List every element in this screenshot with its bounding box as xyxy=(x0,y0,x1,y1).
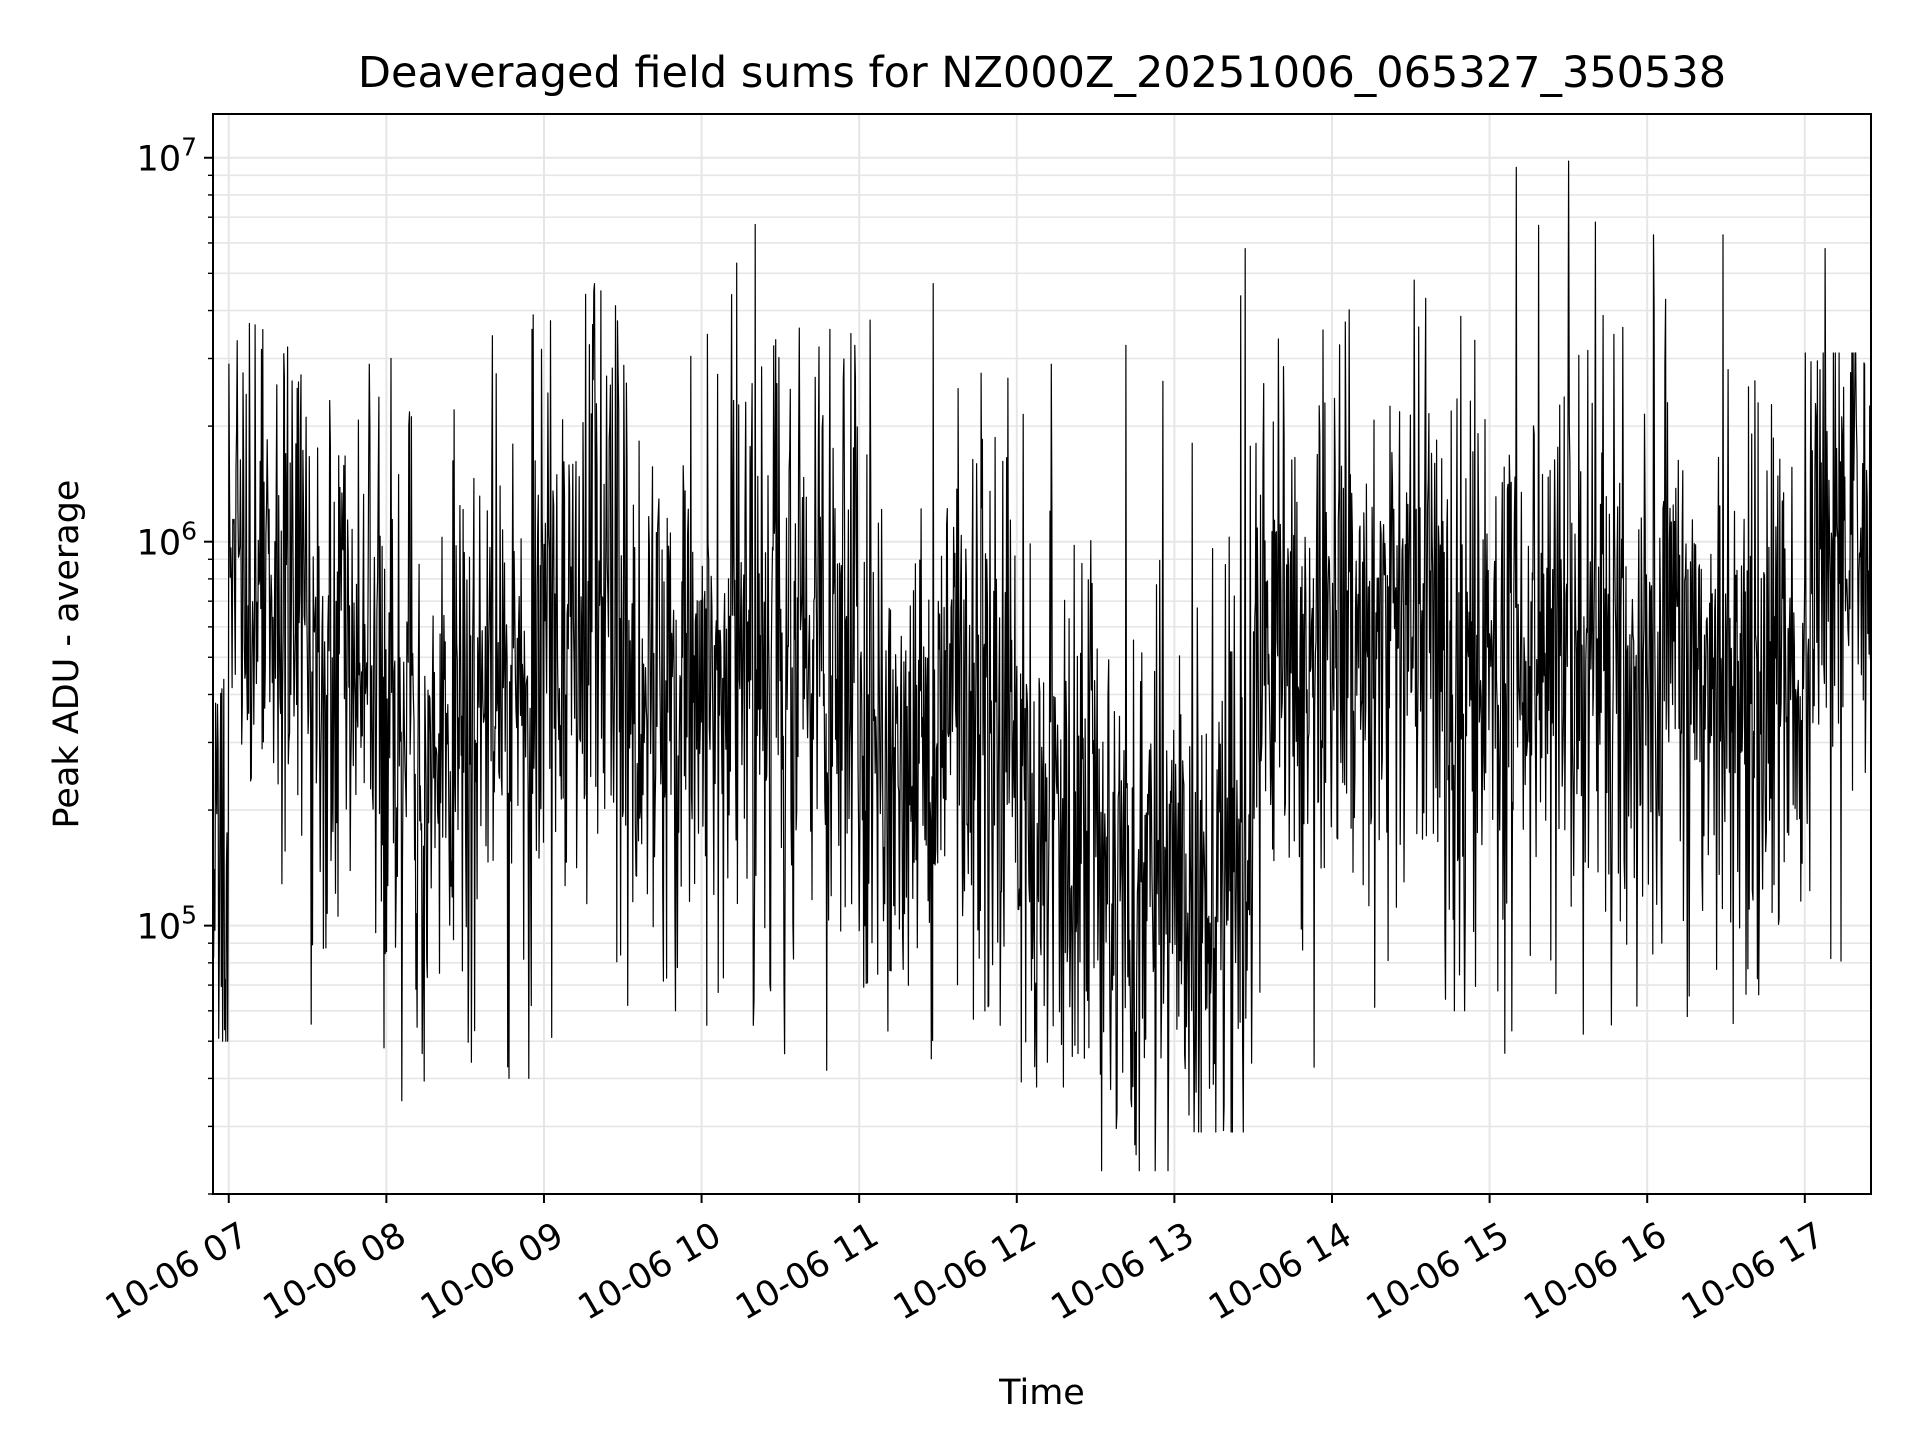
series-line xyxy=(212,160,1872,1172)
y-tick-label: 107 xyxy=(137,133,197,180)
y-tick-label: 105 xyxy=(137,901,197,948)
chart-title: Deaveraged field sums for NZ000Z_2025100… xyxy=(358,48,1726,98)
y-tick-label: 106 xyxy=(137,517,197,564)
plot-frame xyxy=(212,113,1872,1195)
y-axis-label: Peak ADU - average xyxy=(47,480,87,829)
x-axis-label: Time xyxy=(998,1373,1085,1413)
data-series xyxy=(212,160,1872,1172)
